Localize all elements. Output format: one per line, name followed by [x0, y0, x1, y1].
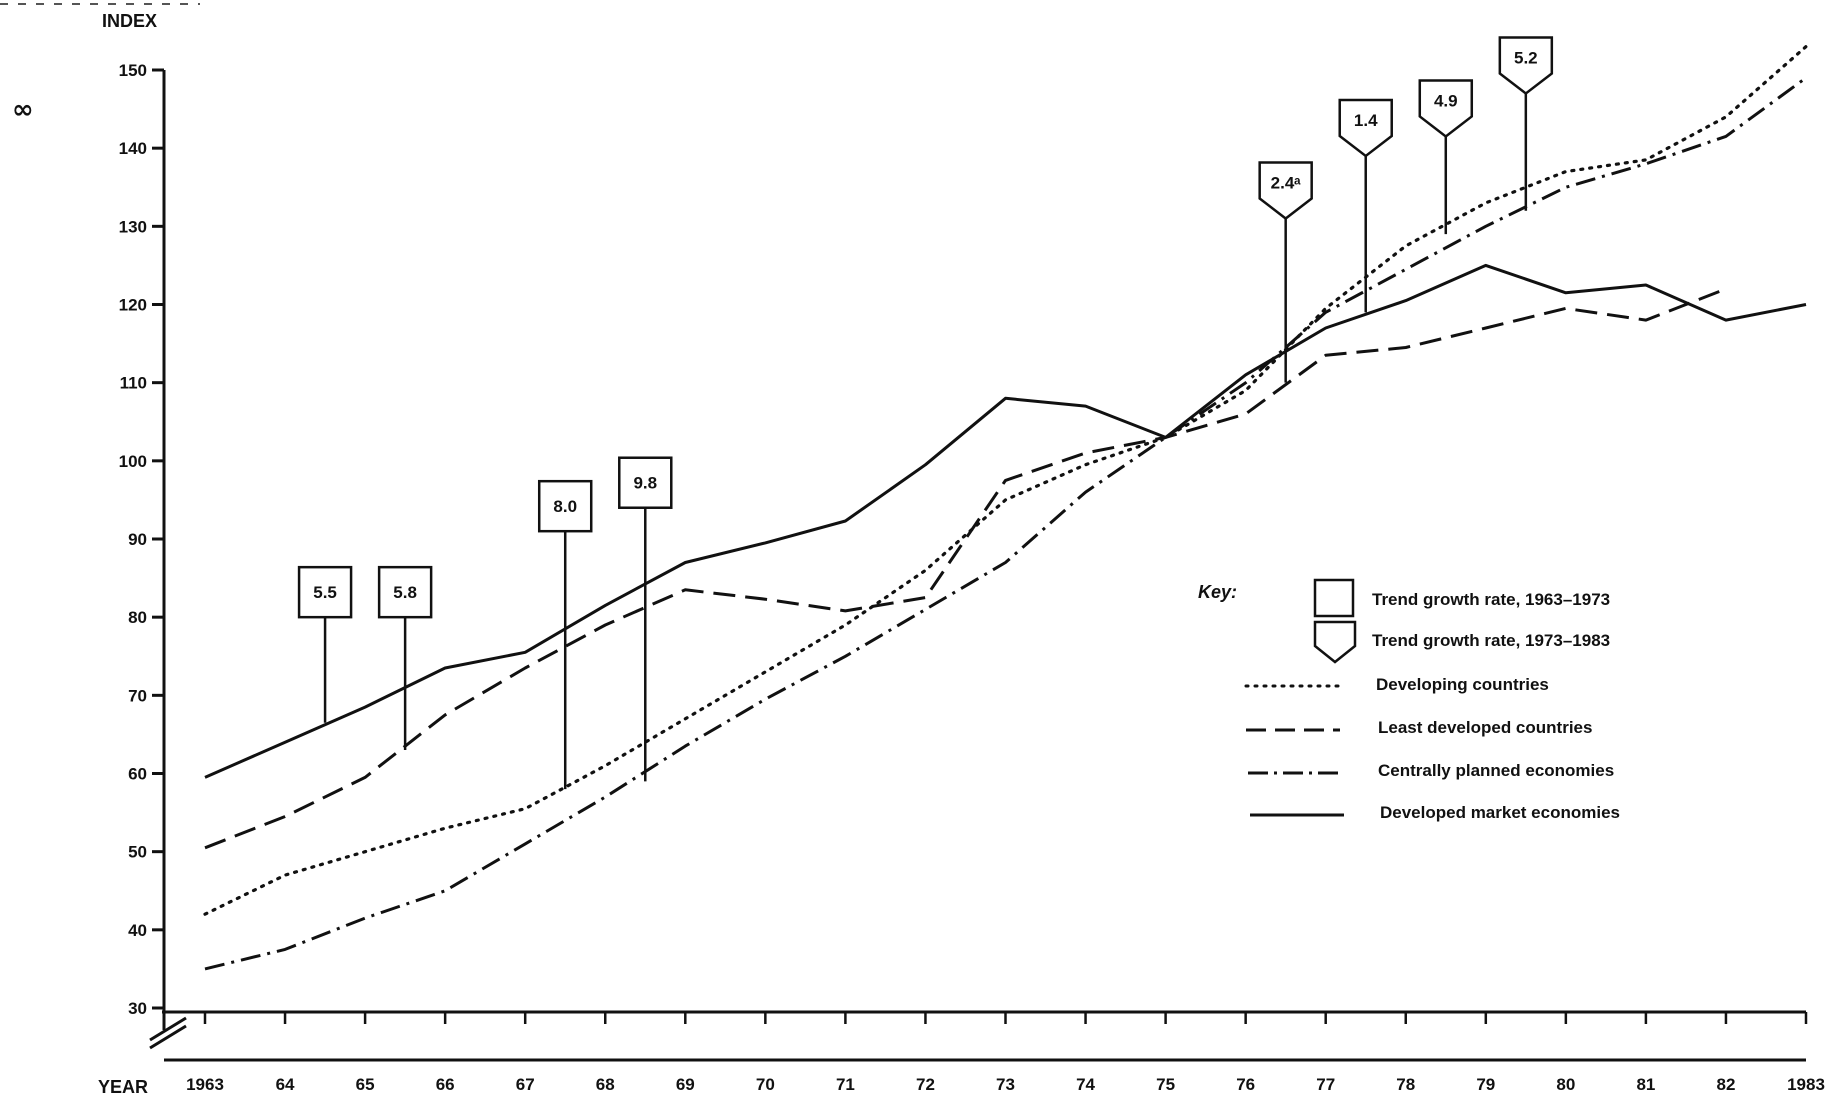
series-lines: [203, 45, 1808, 971]
x-tick-label: 70: [756, 1075, 775, 1094]
y-tick-label: 90: [128, 530, 147, 549]
x-tick-label: 67: [516, 1075, 535, 1094]
x-tick-label: 74: [1076, 1075, 1095, 1094]
x-tick-label: 75: [1156, 1075, 1175, 1094]
legend-label: Developing countries: [1376, 675, 1549, 694]
legend: Key: Trend growth rate, 1963–1973 Trend …: [1198, 578, 1620, 822]
growth-rate-callout: 4.9: [1418, 79, 1474, 235]
growth-rate-callout: 8.0: [537, 479, 593, 790]
x-tick-label: 81: [1636, 1075, 1655, 1094]
callout-label: 5.2: [1514, 48, 1538, 67]
growth-rate-callout: 1.4: [1338, 98, 1393, 313]
growth-rate-callout: 5.2: [1498, 36, 1554, 211]
y-axis-title: INDEX: [102, 11, 157, 31]
y-tick-label: 100: [119, 452, 147, 471]
callout-label: 5.8: [393, 583, 417, 602]
callout-pentagon: [1258, 161, 1313, 221]
callout-square: [297, 565, 353, 619]
y-tick-label: 70: [128, 686, 147, 705]
x-tick-label: 65: [356, 1075, 375, 1094]
y-tick-label: 80: [128, 608, 147, 627]
callout-pentagon: [1418, 79, 1474, 139]
x-tick-label: 66: [436, 1075, 455, 1094]
growth-rate-callout: 5.5: [297, 565, 353, 723]
callout-square: [537, 479, 593, 533]
y-tick-label: 50: [128, 843, 147, 862]
x-tick-label: 1963: [186, 1075, 224, 1094]
callout-label: 1.4: [1354, 111, 1378, 130]
x-tick-label: 73: [996, 1075, 1015, 1094]
callout-square: [618, 456, 673, 509]
x-tick-label: 76: [1236, 1075, 1255, 1094]
y-tick-label: 130: [119, 217, 147, 236]
growth-rate-callouts: 5.5 5.8 8.0 9.8 2.4ᵃ 1.4 4.9 5.2: [297, 36, 1554, 790]
x-axis-title: YEAR: [98, 1077, 148, 1097]
x-tick-label: 72: [916, 1075, 935, 1094]
x-tick-label: 1983: [1787, 1075, 1825, 1094]
x-tick-label: 77: [1316, 1075, 1335, 1094]
x-tick-label: 71: [836, 1075, 855, 1094]
legend-square-icon: [1313, 578, 1355, 618]
axis-break-mark: [149, 1016, 187, 1042]
y-tick-label: 120: [119, 296, 147, 315]
growth-rate-callout: 9.8: [618, 456, 673, 782]
callout-pentagon: [1338, 98, 1393, 158]
legend-pentagon-icon: [1313, 620, 1357, 664]
callout-square: [377, 565, 433, 619]
y-ticks: 30 40 50 60 70 80 90 100 110 120 130 140 150: [119, 61, 164, 1018]
y-tick-label: 30: [128, 999, 147, 1018]
x-ticks: 1963 64 65 66 67 68 69 70 71 72 73 74 75 76 77 78 79 80 81…: [186, 1012, 1825, 1094]
legend-label: Trend growth rate, 1973–1983: [1372, 631, 1610, 650]
x-tick-label: 78: [1396, 1075, 1415, 1094]
growth-rate-callout: 2.4ᵃ: [1258, 161, 1313, 383]
legend-title: Key:: [1198, 582, 1237, 602]
growth-rate-callout: 5.8: [377, 565, 433, 751]
callout-label: 4.9: [1434, 91, 1458, 110]
legend-label: Trend growth rate, 1963–1973: [1372, 590, 1610, 609]
x-tick-label: 79: [1476, 1075, 1495, 1094]
legend-label: Developed market economies: [1380, 803, 1620, 822]
callout-label: 5.5: [313, 583, 337, 602]
series-line-solid: [204, 263, 1807, 779]
callout-label: 8.0: [553, 497, 577, 516]
legend-label: Centrally planned economies: [1378, 761, 1614, 780]
x-tick-label: 68: [596, 1075, 615, 1094]
legend-label: Least developed countries: [1378, 718, 1592, 737]
x-tick-label: 80: [1556, 1075, 1575, 1094]
callout-pentagon: [1498, 36, 1554, 96]
series-line-dashdot: [204, 76, 1807, 971]
y-tick-label: 150: [119, 61, 147, 80]
callout-label: 9.8: [633, 474, 657, 493]
x-tick-label: 64: [276, 1075, 295, 1094]
x-tick-label: 82: [1716, 1075, 1735, 1094]
axis-break-mark: [149, 1024, 187, 1050]
series-line-dashed: [204, 287, 1727, 850]
callout-label: 2.4ᵃ: [1271, 174, 1302, 193]
series-line-dotted: [203, 45, 1808, 916]
x-tick-label: 69: [676, 1075, 695, 1094]
margin-mark: ∞: [12, 95, 34, 125]
y-tick-label: 60: [128, 765, 147, 784]
axes: [149, 70, 1806, 1062]
y-tick-label: 110: [120, 374, 147, 393]
y-tick-label: 40: [128, 921, 147, 940]
y-tick-label: 140: [119, 139, 147, 158]
